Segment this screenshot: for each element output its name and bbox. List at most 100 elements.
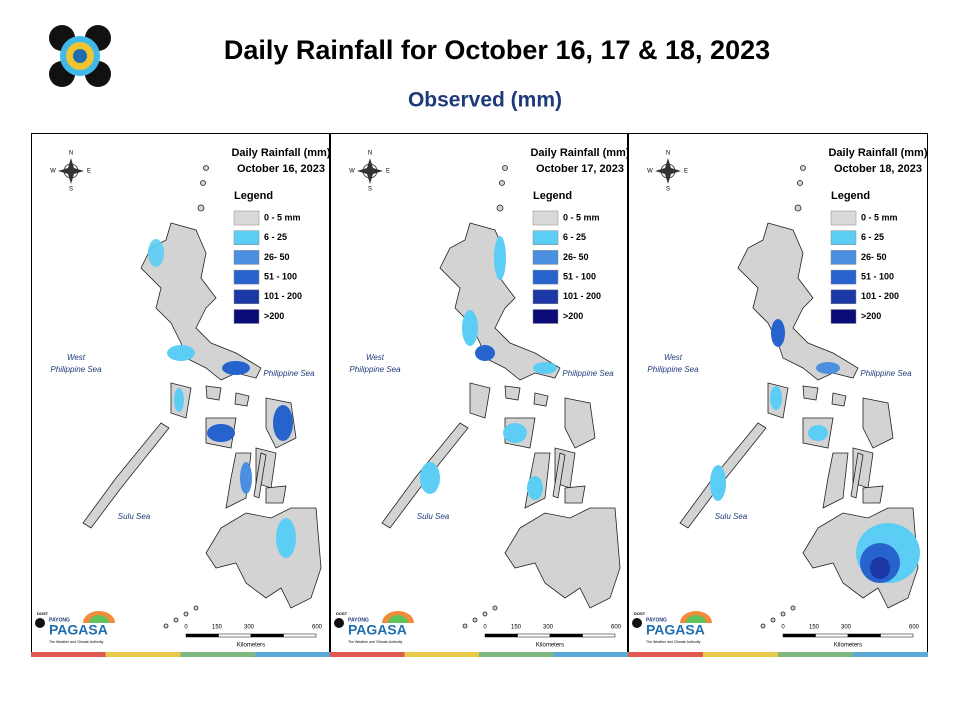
footer-stripe [105,652,181,657]
compass-letter: N [69,151,73,157]
compass-letter: S [368,187,372,193]
logo-mark [334,618,344,628]
logo-mark [35,618,45,628]
legend-swatch [830,230,857,245]
footer-stripe [853,652,928,657]
panel-title: Daily Rainfall (mm) [530,147,629,159]
legend-label: 51 - 100 [861,271,894,281]
legend-label: 6 - 25 [563,232,586,242]
slide-title: Daily Rainfall for October 16, 17 & 18, … [224,35,770,65]
legend-swatch [830,250,857,265]
legend-label: 6 - 25 [861,232,884,242]
legend-swatch [532,210,559,226]
logo-umbrella-band [388,615,408,623]
panel-title: Daily Rainfall (mm) [828,147,927,159]
compass-rose [357,158,383,184]
sea-label: Philippine Sea [349,365,401,374]
footer-stripe [255,652,330,657]
legend-swatch [233,269,260,285]
footer-stripe [778,652,853,657]
compass-letter: W [349,169,355,175]
footer-stripe [479,652,554,657]
sea-label: Sulu Sea [118,512,151,521]
legend-swatch [830,309,857,324]
legend-label: 101 - 200 [264,291,302,301]
logo-text: DOST [336,611,348,616]
panels: Daily Rainfall (mm) October 16, 2023 Legen… [31,133,928,657]
legend-swatch [830,269,857,285]
footer-stripe [628,652,703,657]
legend-swatch [532,289,559,305]
logo-text: DOST [634,611,646,616]
panel-date: October 17, 2023 [536,163,624,175]
legend-label: 51 - 100 [563,271,596,281]
scale-unit: Kilometers [834,643,862,649]
legend-swatch [532,309,559,324]
panel-date: October 18, 2023 [834,163,922,175]
sea-label: Philippine Sea [562,369,614,378]
sea-label: West [67,353,86,362]
logo-text: PAYONG [49,617,70,623]
compass-letter: S [666,187,670,193]
logo-text: PAYONG [348,617,369,623]
legend-swatch [233,250,260,265]
map-panel: Daily Rainfall (mm) October 16, 2023 Legen… [31,133,331,657]
legend-label: 26- 50 [563,252,589,262]
footer-stripe [330,652,405,657]
scale-segment [218,633,252,638]
scale-label: 0 [781,625,785,631]
scale-label: 150 [212,625,223,631]
compass-letter: N [666,151,670,157]
logo-name: PAGASA [49,622,108,638]
sea-label: Philippine Sea [50,365,102,374]
logo-umbrella-band [89,615,109,623]
compass-ring [63,163,79,179]
sea-label: Sulu Sea [417,512,450,521]
scale-segment [782,633,816,638]
legend-swatch [233,289,260,305]
sea-label: West [664,353,683,362]
scale-label: 0 [184,625,188,631]
legend-swatch [233,210,260,226]
legend-label: 26- 50 [861,252,887,262]
legend-label: >200 [861,311,881,321]
compass-letter: S [69,187,73,193]
compass-ring [362,163,378,179]
compass-letter: W [647,169,653,175]
scale-label: 600 [611,625,622,631]
scale-label: 0 [483,625,487,631]
sea-label: Sulu Sea [715,512,748,521]
legend-label: 51 - 100 [264,271,297,281]
footer-stripe [31,652,106,657]
legend-swatch [233,309,260,324]
compass-letter: E [87,169,91,175]
compass-letter: E [684,169,688,175]
legend-label: >200 [264,311,284,321]
panel-date: October 16, 2023 [237,163,325,175]
logo-umbrella-band [686,615,706,623]
scale-segment [815,633,849,638]
compass-letter: N [368,151,372,157]
legend-title: Legend [831,190,870,202]
scale-segment [283,633,317,638]
sea-label: Philippine Sea [263,369,315,378]
scale-label: 150 [511,625,522,631]
scale-segment [250,633,284,638]
compass-letter: E [386,169,390,175]
scale-segment [582,633,616,638]
logo-text: DOST [37,611,49,616]
legend-label: 101 - 200 [563,291,601,301]
map-panel: Daily Rainfall (mm) October 17, 2023 Legen… [330,133,630,657]
logo-tagline: The Weather and Climate Authority [348,640,403,644]
scale-label: 300 [841,625,852,631]
footer-stripe [553,652,628,657]
logo-name: PAGASA [646,622,705,638]
compass-rose [655,158,681,184]
scale-label: 600 [312,625,323,631]
logo-tagline: The Weather and Climate Authority [49,640,104,644]
logo-mark [632,618,642,628]
scale-label: 150 [809,625,820,631]
